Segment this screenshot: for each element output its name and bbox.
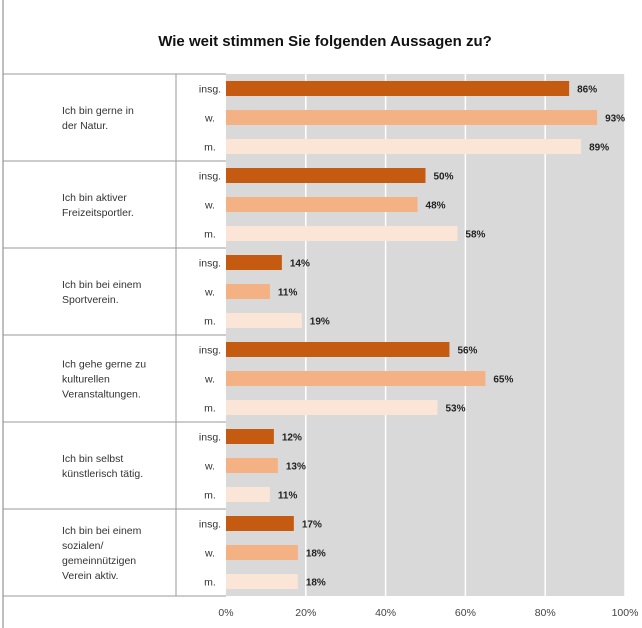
data-label: 65%: [493, 375, 513, 386]
bar: [226, 255, 282, 270]
series-label: w.: [204, 461, 215, 473]
x-tick-label: 80%: [535, 607, 556, 619]
category-label: kulturellen: [62, 374, 110, 386]
data-label: 86%: [577, 85, 597, 96]
bar: [226, 81, 570, 96]
bar: [226, 168, 426, 183]
data-label: 14%: [290, 259, 310, 270]
series-label: m.: [204, 229, 216, 241]
category-label: Veranstaltungen.: [62, 389, 141, 401]
series-label: m.: [204, 142, 216, 154]
bar: [226, 516, 294, 531]
series-label: m.: [204, 490, 216, 502]
series-label: m.: [204, 577, 216, 589]
data-label: 11%: [278, 288, 298, 299]
bar: [226, 429, 274, 444]
plot-area: 0% 20% 40% 60% 80% 100% Ich bin gerne in der Na…: [3, 73, 639, 619]
chart-title: Wie weit stimmen Sie folgenden Aussagen …: [158, 33, 492, 50]
data-label: 48%: [426, 201, 446, 212]
bar: [226, 371, 486, 386]
data-label: 58%: [465, 230, 485, 241]
bar: [226, 487, 270, 502]
category-label: Sportverein.: [62, 294, 119, 306]
bar: [226, 400, 438, 415]
bar: [226, 458, 278, 473]
data-label: 18%: [306, 578, 326, 589]
bar: [226, 313, 302, 328]
series-label: w.: [204, 200, 215, 212]
x-tick-label: 20%: [295, 607, 316, 619]
bar: [226, 284, 270, 299]
category-label: gemeinnützigen: [62, 555, 136, 567]
plot-background: [226, 74, 625, 596]
x-tick-label: 60%: [455, 607, 476, 619]
data-label: 17%: [302, 520, 322, 531]
series-label: w.: [204, 287, 215, 299]
series-label: insg.: [199, 432, 221, 444]
category-label: Ich bin selbst: [62, 453, 123, 465]
data-label: 50%: [434, 172, 454, 183]
series-label: insg.: [199, 345, 221, 357]
x-tick-label: 100%: [612, 607, 639, 619]
category-label: sozialen/: [62, 540, 104, 552]
data-label: 18%: [306, 549, 326, 560]
bar: [226, 574, 298, 589]
bar: [226, 545, 298, 560]
data-label: 19%: [310, 317, 330, 328]
category-label: künstlerisch tätig.: [62, 468, 143, 480]
data-label: 12%: [282, 433, 302, 444]
x-tick-label: 0%: [218, 607, 233, 619]
category-label: Ich gehe gerne zu: [62, 359, 146, 371]
data-label: 56%: [457, 346, 477, 357]
data-label: 13%: [286, 462, 306, 473]
data-label: 89%: [589, 143, 609, 154]
category-label: Ich bin aktiver: [62, 192, 127, 204]
bar: [226, 197, 418, 212]
category-label: Ich bin bei einem: [62, 525, 142, 537]
category-label: Ich bin bei einem: [62, 279, 142, 291]
x-tick-label: 40%: [375, 607, 396, 619]
bar: [226, 139, 582, 154]
series-label: insg.: [199, 171, 221, 183]
bar: [226, 110, 598, 125]
series-label: w.: [204, 548, 215, 560]
series-label: w.: [204, 113, 215, 125]
data-label: 53%: [445, 404, 465, 415]
category-label: der Natur.: [62, 120, 108, 132]
data-label: 93%: [605, 114, 625, 125]
bar: [226, 342, 450, 357]
series-label: w.: [204, 374, 215, 386]
series-label: insg.: [199, 258, 221, 270]
data-label: 11%: [278, 491, 298, 502]
bar: [226, 226, 458, 241]
series-label: m.: [204, 403, 216, 415]
series-label: insg.: [199, 84, 221, 96]
category-label: Freizeitsportler.: [62, 207, 134, 219]
series-label: m.: [204, 316, 216, 328]
category-label: Verein aktiv.: [62, 570, 118, 582]
series-label: insg.: [199, 519, 221, 531]
category-label: Ich bin gerne in: [62, 105, 134, 117]
